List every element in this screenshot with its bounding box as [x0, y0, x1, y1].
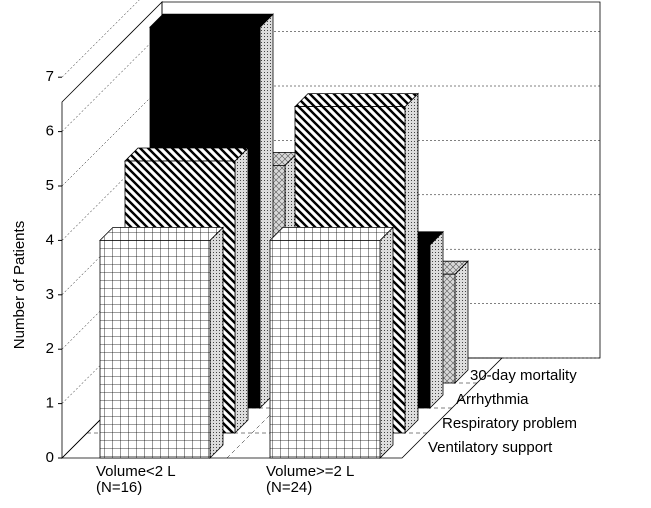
- bar: [99, 226, 224, 459]
- y-axis-label: Number of Patients: [11, 221, 28, 349]
- bar-front: [99, 239, 211, 459]
- x-tick-label: Volume>=2 L (N=24): [266, 463, 355, 496]
- legend-label: Ventilatory support: [428, 439, 553, 456]
- y-tick-label: 2: [46, 340, 54, 357]
- y-tick-label: 7: [46, 68, 54, 85]
- grid-line: [61, 0, 140, 78]
- y-tick-label: 0: [46, 449, 54, 466]
- bar-top: [149, 13, 274, 28]
- legend-label: Respiratory problem: [442, 415, 577, 432]
- bar-top: [124, 147, 249, 162]
- y-tick-label: 1: [46, 395, 54, 412]
- y-tick-label: 4: [46, 231, 54, 248]
- legend-label: Arrhythmia: [456, 391, 529, 408]
- legend-label: 30-day mortality: [470, 367, 577, 384]
- bar-side: [234, 147, 249, 434]
- bar-top: [269, 226, 394, 241]
- x-tick-label: Volume<2 L (N=16): [96, 463, 176, 496]
- bar-front: [269, 239, 381, 459]
- bar-side: [379, 226, 394, 459]
- bar-side: [429, 230, 444, 409]
- bar: [269, 226, 394, 459]
- grid-line: [61, 85, 163, 187]
- bar-top: [99, 226, 224, 241]
- bar-side: [454, 260, 469, 384]
- y-tick-label: 6: [46, 123, 54, 140]
- y-tick-label: 5: [46, 177, 54, 194]
- grid-line: [61, 31, 163, 132]
- y-tick-label: 3: [46, 286, 54, 303]
- bar-side: [404, 92, 419, 434]
- bar-top: [294, 93, 419, 107]
- bar-side: [209, 226, 224, 459]
